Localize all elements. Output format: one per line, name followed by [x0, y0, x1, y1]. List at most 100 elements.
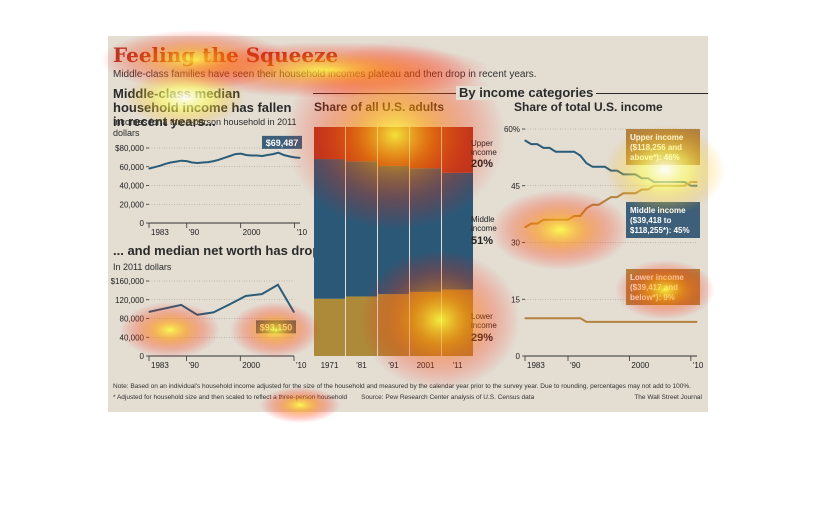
data-point	[677, 181, 680, 183]
data-point	[671, 181, 674, 183]
data-point	[169, 161, 172, 164]
data-point	[585, 162, 588, 164]
data-point	[573, 317, 575, 319]
data-point	[542, 317, 545, 319]
data-point	[186, 160, 188, 162]
data-point	[647, 188, 649, 191]
data-point	[647, 321, 649, 323]
data-point	[542, 147, 545, 149]
data-point	[604, 321, 606, 323]
data-point	[272, 153, 274, 155]
data-point	[653, 181, 655, 183]
data-point	[671, 185, 674, 187]
data-point	[536, 222, 538, 225]
data-point	[665, 321, 667, 323]
series-line	[525, 317, 697, 323]
data-point	[610, 196, 612, 198]
data-point	[659, 185, 661, 187]
data-point	[228, 303, 231, 306]
y-tick-label: $80,000	[115, 144, 144, 153]
data-point	[223, 157, 226, 159]
credit: The Wall Street Journal	[634, 394, 702, 401]
y-tick-label: $160,000	[111, 277, 145, 286]
data-point	[267, 154, 269, 156]
footnote: Note: Based on an individual's household…	[113, 383, 691, 390]
data-point	[261, 155, 263, 157]
data-point	[250, 154, 253, 157]
categories-header: By income categories	[456, 86, 597, 100]
data-point	[616, 196, 618, 198]
data-point	[148, 168, 150, 170]
data-point	[634, 321, 637, 323]
data-point	[598, 204, 600, 206]
data-point	[585, 321, 588, 323]
data-point	[196, 162, 199, 164]
x-tick-label: 1983	[151, 228, 169, 237]
y-tick-label: 40,000	[120, 182, 145, 191]
x-tick-label: '90	[189, 361, 200, 370]
y-tick-label: 15	[511, 295, 520, 304]
data-point	[202, 161, 204, 164]
data-point	[696, 181, 698, 183]
data-point	[585, 207, 588, 210]
data-point	[555, 151, 557, 153]
data-point	[542, 219, 545, 221]
y-tick-label: 30	[511, 239, 520, 248]
data-point	[561, 219, 563, 221]
infographic: Feeling the Squeeze Middle-class familie…	[108, 36, 708, 412]
data-point	[530, 222, 532, 225]
x-tick-label: 1983	[151, 361, 169, 370]
data-point	[567, 219, 569, 221]
upper-income-label-text: ($118,256 and	[630, 143, 682, 152]
income-share-line-chart: 0 15 30 45 60% 1983 '90 2000 '10 Upper income($11…	[504, 125, 704, 370]
data-point	[256, 154, 258, 157]
data-point	[628, 173, 631, 175]
data-point	[677, 321, 680, 323]
data-point	[622, 321, 624, 323]
data-point	[530, 143, 532, 145]
networth-chart-title: ... and median net worth has dropped	[113, 243, 344, 258]
data-point	[524, 139, 526, 141]
data-point	[240, 153, 242, 155]
y-tick-label: 60%	[504, 125, 520, 134]
x-tick-label: '10	[297, 228, 308, 237]
data-point	[153, 166, 155, 168]
lower-income-label-text: below*): 9%	[630, 293, 675, 302]
data-point	[567, 317, 569, 319]
data-point	[591, 166, 594, 168]
data-point	[690, 181, 692, 183]
data-point	[207, 161, 209, 163]
data-point	[245, 295, 247, 297]
data-point	[610, 170, 612, 172]
data-point	[622, 173, 624, 175]
data-point	[180, 160, 182, 162]
data-point	[277, 152, 280, 154]
upper-income-label-text: Upper income	[630, 133, 684, 142]
data-point	[530, 317, 532, 319]
data-point	[634, 192, 637, 194]
data-point	[555, 219, 557, 221]
x-tick-label: '10	[693, 361, 704, 370]
data-point	[159, 165, 161, 167]
data-point	[191, 161, 193, 164]
data-point	[677, 185, 680, 187]
y-tick-label: 20,000	[120, 200, 145, 209]
data-point	[591, 321, 594, 323]
data-point	[245, 154, 247, 156]
data-point	[164, 163, 166, 165]
data-point	[641, 177, 643, 179]
x-tick-label: 1971	[321, 361, 339, 370]
middle-income-label-text: ($39,418 to	[630, 216, 671, 225]
data-point	[684, 181, 686, 183]
footnote-asterisk: * Adjusted for household size and then s…	[113, 394, 534, 401]
data-point	[524, 317, 526, 319]
income-share-chart-title: Share of total U.S. income	[514, 100, 663, 114]
data-point	[604, 200, 606, 202]
data-point	[536, 143, 538, 145]
data-point	[591, 204, 594, 206]
data-point	[671, 321, 674, 323]
data-point	[277, 284, 279, 286]
data-point	[218, 159, 220, 161]
data-point	[524, 226, 526, 228]
data-point	[690, 321, 692, 323]
